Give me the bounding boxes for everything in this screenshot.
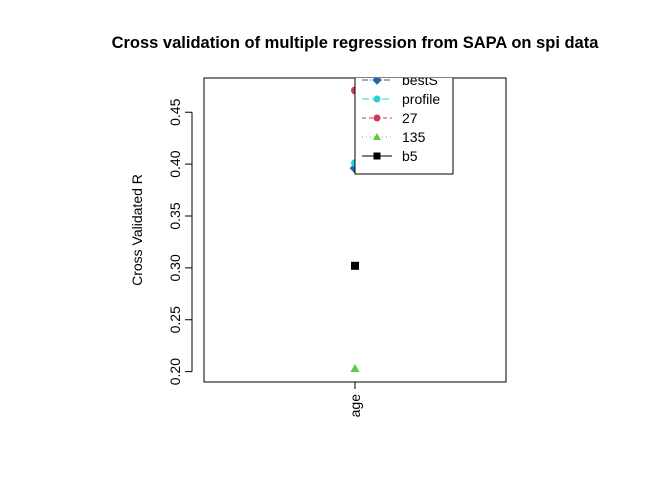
y-axis: 0.20 0.25 0.30 0.35 0.40 0.45 bbox=[167, 98, 193, 385]
legend-box bbox=[354, 78, 454, 175]
y-axis-label: Cross Validated R bbox=[129, 174, 145, 286]
y-tick-label: 0.40 bbox=[167, 150, 183, 177]
y-tick-label: 0.20 bbox=[167, 358, 183, 385]
legend-marker-27 bbox=[373, 114, 381, 122]
legend-label-b5: b5 bbox=[402, 148, 418, 164]
y-tick-label: 0.45 bbox=[167, 98, 183, 125]
legend-label-bestS: bestS bbox=[402, 72, 438, 88]
point-b5 bbox=[351, 261, 359, 270]
legend: bestS profile 27 135 b5 bbox=[354, 72, 454, 175]
y-tick-label: 0.25 bbox=[167, 306, 183, 333]
chart-title: Cross validation of multiple regression … bbox=[112, 34, 600, 52]
point-135 bbox=[350, 363, 360, 372]
y-tick-label: 0.30 bbox=[167, 254, 183, 281]
legend-items: bestS profile 27 135 b5 bbox=[354, 72, 454, 175]
legend-marker-bestS bbox=[372, 78, 382, 85]
legend-label-135: 135 bbox=[402, 129, 426, 145]
y-tick-label: 0.35 bbox=[167, 202, 183, 229]
legend-label-profile: profile bbox=[402, 91, 440, 107]
legend-marker-b5 bbox=[373, 152, 381, 160]
x-axis: age bbox=[347, 382, 363, 417]
x-tick-label: age bbox=[347, 394, 363, 418]
legend-marker-135 bbox=[372, 132, 382, 141]
legend-label-27: 27 bbox=[402, 110, 418, 126]
legend-marker-profile bbox=[373, 95, 381, 103]
